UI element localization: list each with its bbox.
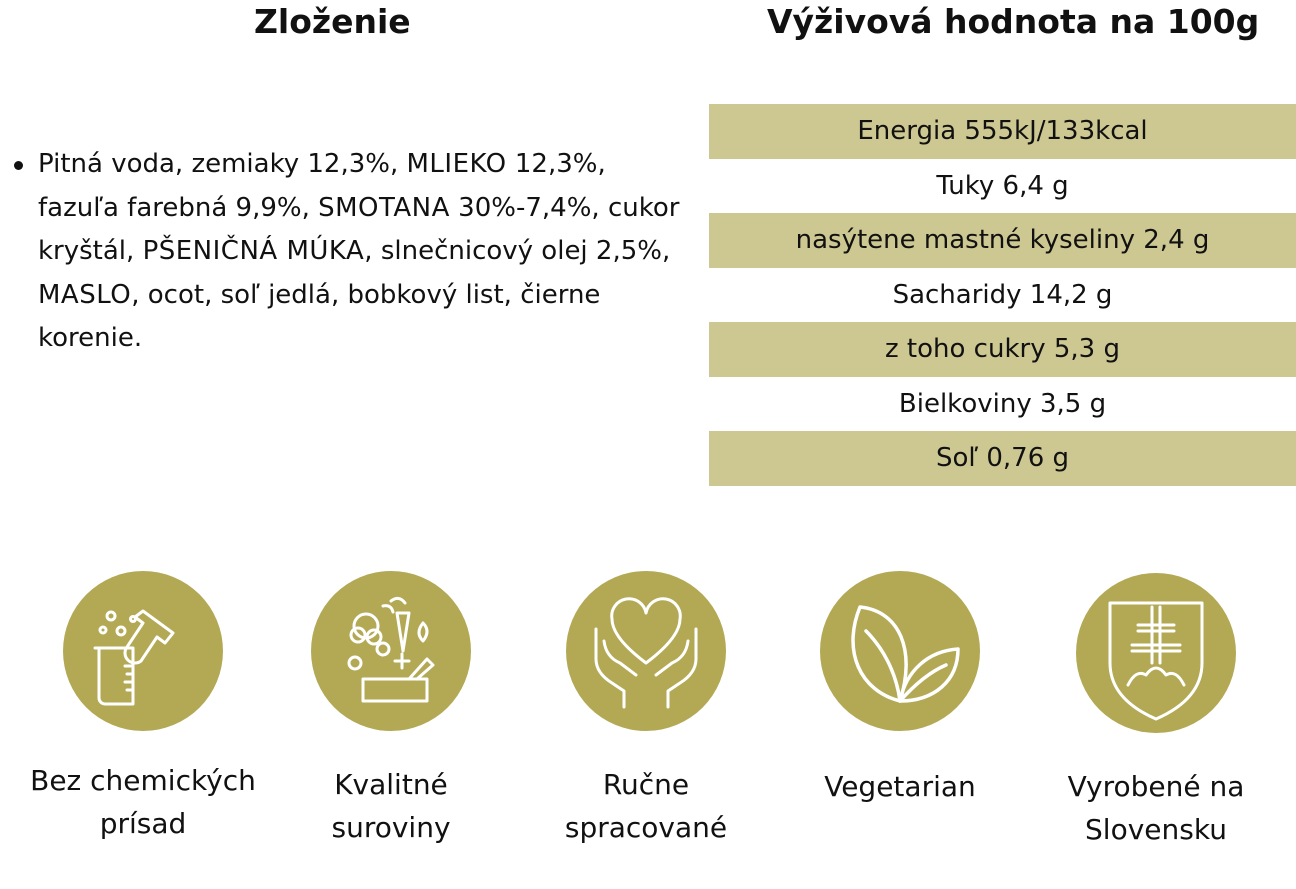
allergen-butter: MASLO bbox=[38, 279, 132, 310]
allergen-wheat-flour: PŠENIČNÁ MÚKA bbox=[142, 236, 365, 266]
nutrition-heading: Výživová hodnota na 100g bbox=[767, 2, 1260, 41]
nutrition-row-fat: Tuky 6,4 g bbox=[936, 170, 1069, 201]
feature-label-handmade: Ručne spracované bbox=[506, 763, 786, 849]
feature-label-line: Ručne bbox=[602, 768, 690, 801]
heart-in-hands-icon bbox=[566, 571, 726, 731]
nutrition-row-carbohydrates: Sacharidy 14,2 g bbox=[892, 279, 1113, 310]
ingredient-part: , ocot, soľ jedlá, bobkový list, čierne … bbox=[38, 279, 601, 354]
feature-label-no-chemicals: Bez chemických prísad bbox=[3, 759, 283, 845]
allergen-cream: SMOTANA bbox=[318, 192, 450, 223]
ingredients-text: Pitná voda, zemiaky 12,3%, MLIEKO 12,3%,… bbox=[14, 143, 684, 361]
lab-flask-icon bbox=[63, 571, 223, 731]
feature-label-made-in-slovakia: Vyrobené na Slovensku bbox=[1016, 765, 1296, 851]
slovak-shield-icon bbox=[1076, 573, 1236, 733]
feature-label-vegetarian: Vegetarian bbox=[760, 765, 1040, 808]
leaves-icon bbox=[820, 571, 980, 731]
feature-label-line: prísad bbox=[99, 807, 187, 840]
feature-label-line: Vegetarian bbox=[824, 770, 976, 803]
nutrition-row-sugars: z toho cukry 5,3 g bbox=[709, 322, 1296, 377]
nutrition-row-saturated-fat: nasýtene mastné kyseliny 2,4 g bbox=[709, 213, 1296, 268]
feature-label-line: Kvalitné bbox=[334, 768, 448, 801]
ingredient-part: , slnečnicový olej 2,5%, bbox=[364, 236, 671, 266]
ingredient-part: Pitná voda, zemiaky 12,3%, bbox=[38, 149, 407, 179]
feature-label-line: Slovensku bbox=[1085, 813, 1227, 846]
feature-label-quality-ingredients: Kvalitné suroviny bbox=[251, 763, 531, 849]
nutrition-row-protein: Bielkoviny 3,5 g bbox=[898, 388, 1107, 419]
vegetables-icon bbox=[311, 571, 471, 731]
nutrition-table: Energia 555kJ/133kcal Tuky 6,4 g nasýten… bbox=[709, 104, 1296, 486]
ingredient-part: 30%-7,4%, cukor kryštál, bbox=[38, 192, 680, 267]
ingredients-heading: Zloženie bbox=[254, 2, 411, 41]
allergen-milk: MLIEKO bbox=[406, 149, 507, 179]
feature-label-line: Bez chemických bbox=[30, 764, 256, 797]
feature-label-line: spracované bbox=[564, 811, 728, 844]
feature-label-line: suroviny bbox=[331, 811, 451, 844]
feature-label-line: Vyrobené na bbox=[1067, 770, 1245, 803]
ingredient-part: 12,3%, fazuľa farebná 9,9%, bbox=[38, 149, 606, 223]
ingredients-list: Pitná voda, zemiaky 12,3%, MLIEKO 12,3%,… bbox=[14, 143, 684, 361]
nutrition-row-energy: Energia 555kJ/133kcal bbox=[709, 104, 1296, 159]
nutrition-row-salt: Soľ 0,76 g bbox=[709, 431, 1296, 486]
